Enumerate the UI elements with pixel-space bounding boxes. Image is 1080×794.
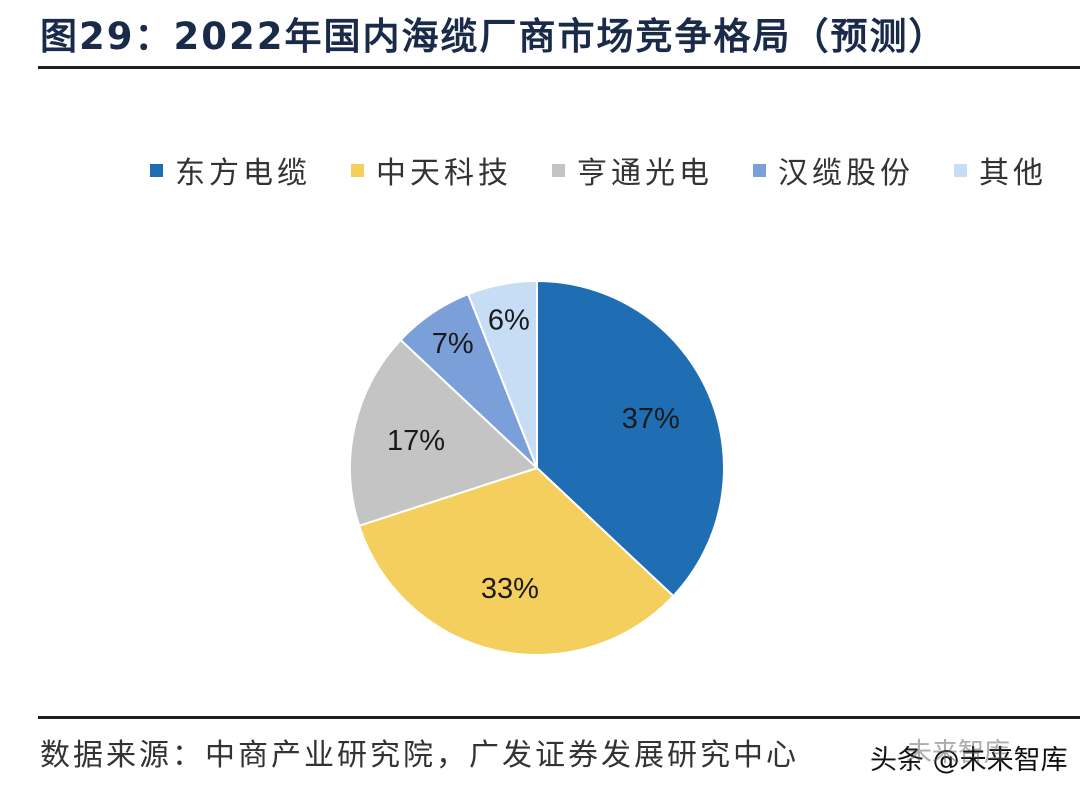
legend-label: 亨通光电	[577, 156, 713, 191]
legend-item: 汉缆股份	[753, 148, 914, 192]
legend-label: 东方电缆	[175, 156, 311, 191]
legend-item: 其他	[954, 148, 1047, 192]
bottom-divider	[38, 716, 1080, 719]
legend-swatch	[552, 163, 565, 177]
watermark-ghost: 未来智库	[906, 738, 1011, 768]
legend-item: 东方电缆	[150, 148, 311, 192]
pie-slices	[349, 279, 725, 656]
watermark: 未来智库 头条 @未来智库	[866, 738, 1072, 777]
legend-swatch	[150, 163, 163, 177]
source-note: 数据来源：中商产业研究院，广发证券发展研究中心	[40, 738, 799, 773]
legend-label: 中天科技	[376, 156, 512, 191]
top-divider	[38, 66, 1080, 69]
slice-label: 33%	[481, 573, 539, 605]
figure-title: 图29：2022年国内海缆厂商市场竞争格局（预测）	[40, 15, 948, 58]
pie-slice	[349, 338, 539, 528]
chart-legend: 东方电缆 中天科技 亨通光电 汉缆股份 其他	[150, 148, 1047, 192]
slice-label: 37%	[622, 403, 680, 435]
legend-label: 汉缆股份	[778, 156, 914, 191]
legend-swatch	[351, 163, 364, 177]
legend-swatch	[753, 163, 766, 177]
legend-label: 其他	[979, 156, 1047, 191]
pie-labels: 37% 33% 17% 7% 6%	[387, 305, 680, 605]
slice-label: 7%	[432, 328, 474, 360]
legend-item: 中天科技	[351, 148, 512, 192]
slice-label: 17%	[387, 425, 445, 457]
pie-slice	[357, 466, 675, 656]
pie-slice	[536, 279, 725, 598]
legend-swatch	[954, 163, 967, 177]
legend-item: 亨通光电	[552, 148, 713, 192]
slice-label: 6%	[488, 305, 530, 337]
watermark-text: 头条 @未来智库	[870, 745, 1068, 776]
pie-slice	[466, 279, 538, 469]
